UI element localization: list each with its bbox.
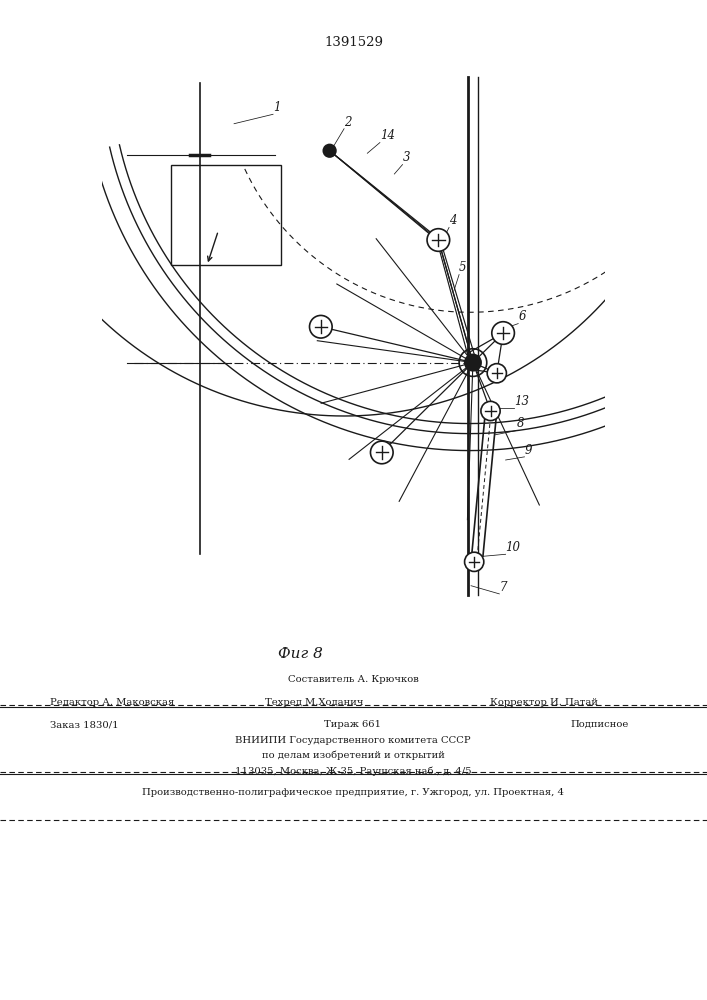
Text: 13: 13	[514, 395, 529, 408]
Text: Тираж 661: Тираж 661	[325, 720, 382, 729]
Text: 10: 10	[506, 541, 520, 554]
Text: 1: 1	[273, 101, 281, 114]
Circle shape	[464, 354, 481, 371]
Text: Корректор И. Патай: Корректор И. Патай	[490, 698, 598, 707]
Circle shape	[464, 552, 484, 571]
Text: Подписное: Подписное	[570, 720, 629, 729]
Text: Фиг 8: Фиг 8	[278, 647, 323, 661]
Text: Редактор А. Маковская: Редактор А. Маковская	[50, 698, 174, 707]
Text: 4: 4	[449, 214, 457, 227]
Text: Заказ 1830/1: Заказ 1830/1	[50, 720, 119, 729]
Text: 7: 7	[499, 581, 507, 594]
Circle shape	[323, 144, 336, 157]
Text: 5: 5	[459, 261, 467, 274]
Text: 9: 9	[525, 444, 532, 457]
Text: Производственно-полиграфическое предприятие, г. Ужгород, ул. Проектная, 4: Производственно-полиграфическое предприя…	[142, 788, 564, 797]
Text: 1391529: 1391529	[324, 36, 383, 49]
Text: Составитель А. Крючков: Составитель А. Крючков	[288, 675, 419, 684]
Circle shape	[492, 322, 515, 344]
Text: 3: 3	[402, 151, 410, 164]
Text: 6: 6	[518, 310, 526, 323]
Text: 113035, Москва, Ж-35, Раушская наб., д. 4/5: 113035, Москва, Ж-35, Раушская наб., д. …	[235, 766, 472, 776]
Text: ВНИИПИ Государственного комитета СССР: ВНИИПИ Государственного комитета СССР	[235, 736, 471, 745]
Text: Техред М.Ходанич: Техред М.Ходанич	[265, 698, 363, 707]
Circle shape	[481, 401, 500, 421]
Circle shape	[310, 315, 332, 338]
Circle shape	[370, 441, 393, 464]
Circle shape	[487, 364, 506, 383]
Text: 14: 14	[380, 129, 395, 142]
Circle shape	[427, 229, 450, 251]
Bar	[171, 165, 281, 265]
Text: 8: 8	[517, 417, 525, 430]
Text: 2: 2	[344, 116, 351, 129]
Text: по делам изобретений и открытий: по делам изобретений и открытий	[262, 751, 445, 760]
